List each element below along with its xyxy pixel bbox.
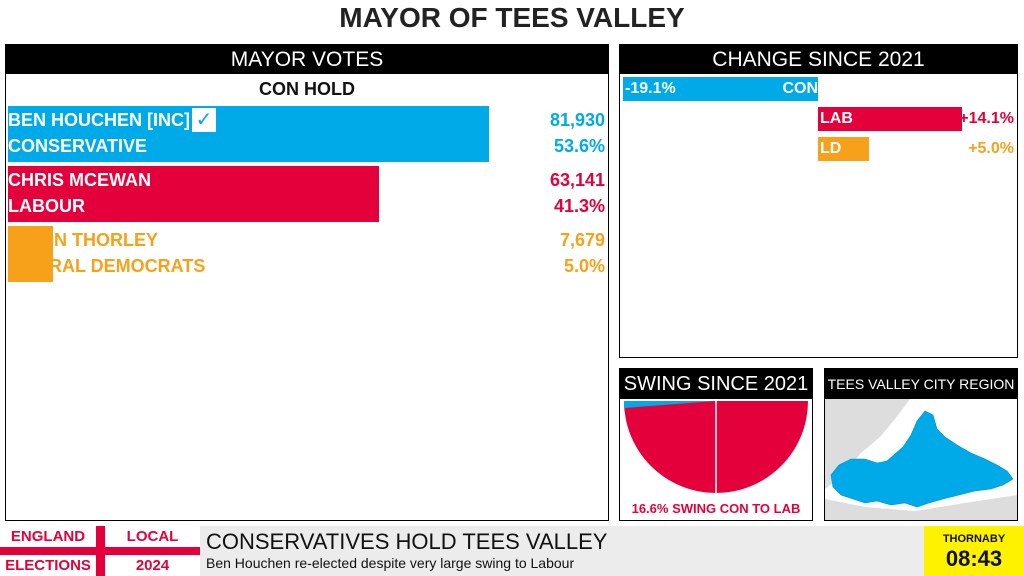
candidate-name: BEN HOUCHEN [INC] bbox=[8, 110, 190, 130]
logo-local: LOCAL bbox=[126, 528, 179, 545]
region-map bbox=[825, 399, 1017, 520]
change-value: +14.1% bbox=[959, 110, 1014, 127]
swing-dial-con bbox=[624, 401, 716, 408]
candidate-party: LIBERAL DEMOCRATS bbox=[8, 256, 206, 276]
candidate-votes: 7,679 bbox=[559, 230, 605, 250]
logo-england: ENGLAND bbox=[10, 528, 86, 545]
change-value: -19.1% bbox=[625, 80, 676, 97]
mayor-votes-panel: MAYOR VOTES CON HOLD BEN HOUCHEN [INC] CO… bbox=[5, 44, 609, 521]
ticker-subline: Ben Houchen re-elected despite very larg… bbox=[206, 555, 575, 571]
map-land-south bbox=[825, 495, 1017, 520]
candidate-party: CONSERVATIVE bbox=[8, 136, 148, 156]
candidate-name: SIMON THORLEY bbox=[8, 230, 159, 250]
clock-box: THORNABY 08:43 bbox=[924, 526, 1024, 576]
swing-caption: 16.6% SWING CON TO LAB bbox=[631, 501, 801, 516]
change-heading: CHANGE SINCE 2021 bbox=[620, 45, 1017, 74]
logo-year: 2024 bbox=[135, 557, 170, 574]
candidate-share: 5.0% bbox=[563, 256, 605, 276]
winner-check-icon: ✓ bbox=[192, 108, 216, 132]
change-bar bbox=[818, 107, 962, 131]
candidate-share: 41.3% bbox=[553, 196, 605, 216]
page-title: MAYOR OF TEES VALLEY bbox=[339, 2, 685, 33]
logo-elections: ELECTIONS bbox=[5, 557, 91, 574]
change-party-label: LAB bbox=[820, 110, 853, 127]
change-party-label: LD bbox=[820, 140, 842, 157]
swing-panel: SWING SINCE 2021 16.6% SWING CON TO LAB bbox=[619, 368, 813, 521]
candidate-votes: 81,930 bbox=[549, 110, 605, 130]
clock-location: THORNABY bbox=[942, 533, 1006, 545]
mayor-votes-heading: MAYOR VOTES bbox=[6, 45, 608, 74]
change-bar bbox=[623, 77, 818, 101]
change-value: +5.0% bbox=[968, 140, 1014, 157]
result-status: CON HOLD bbox=[259, 79, 355, 99]
candidate-share: 53.6% bbox=[553, 136, 605, 156]
candidate-name: CHRIS MCEWAN bbox=[8, 170, 151, 190]
change-bar bbox=[818, 137, 869, 161]
map-tees-valley bbox=[830, 410, 1014, 508]
elections-logo: ENGLAND LOCAL ELECTIONS 2024 bbox=[0, 526, 200, 576]
candidate-votes: 63,141 bbox=[549, 170, 605, 190]
candidate-bar bbox=[8, 166, 379, 222]
logo-cross-horizontal bbox=[0, 547, 200, 555]
change-panel: CHANGE SINCE 2021 CON -19.1% LAB +14.1% LD +5… bbox=[619, 44, 1018, 358]
candidate-bar bbox=[8, 226, 53, 282]
candidate-bar bbox=[8, 106, 489, 162]
region-heading: TEES VALLEY CITY REGION bbox=[825, 369, 1017, 399]
ticker-headline: CONSERVATIVES HOLD TEES VALLEY bbox=[206, 529, 608, 554]
swing-heading: SWING SINCE 2021 bbox=[620, 369, 812, 399]
region-panel: TEES VALLEY CITY REGION bbox=[824, 368, 1018, 521]
clock-time: 08:43 bbox=[945, 546, 1003, 571]
swing-dial bbox=[624, 401, 808, 495]
change-party-label: CON bbox=[782, 80, 818, 97]
news-ticker: ENGLAND LOCAL ELECTIONS 2024 CONSERVATIV… bbox=[0, 526, 1024, 576]
candidate-party: LABOUR bbox=[8, 196, 85, 216]
